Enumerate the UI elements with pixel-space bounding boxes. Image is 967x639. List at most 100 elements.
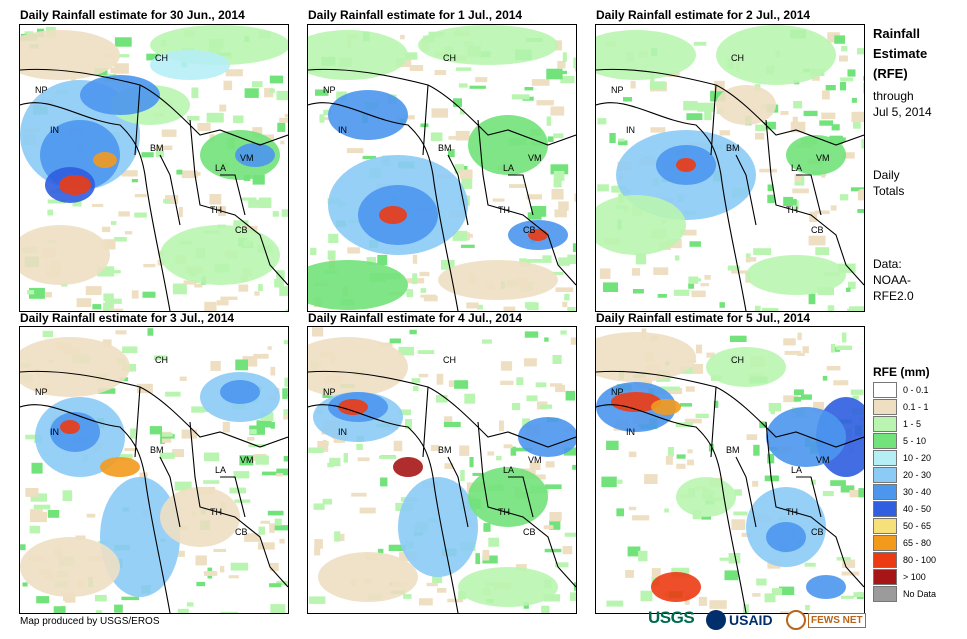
rain-cell <box>476 304 483 310</box>
country-label-th: TH <box>786 205 798 215</box>
rainfall-field <box>20 25 288 311</box>
rain-cell <box>560 75 575 84</box>
rain-cell <box>531 79 550 86</box>
rain-cell <box>688 283 694 289</box>
rain-cell <box>810 479 816 485</box>
rain-cell <box>840 82 847 91</box>
rain-cell <box>535 382 547 388</box>
rain-cell <box>546 116 552 126</box>
country-label-cb: CB <box>811 225 824 235</box>
rain-cell <box>550 106 565 116</box>
rain-cell <box>783 338 796 346</box>
rain-cell <box>459 445 470 456</box>
country-label-vm: VM <box>240 153 254 163</box>
rain-cell <box>570 337 576 345</box>
rain-cell <box>853 592 864 598</box>
rain-cell <box>627 546 641 557</box>
rain-cell <box>553 178 562 188</box>
rain-cell <box>444 416 453 424</box>
rain-cell <box>531 474 546 480</box>
sidebar-date: Jul 5, 2014 <box>873 105 932 119</box>
country-borders <box>308 68 576 311</box>
rain-cell <box>315 89 329 96</box>
rain-cell <box>274 278 284 288</box>
rain-cell <box>253 353 269 359</box>
rain-cell <box>252 174 265 185</box>
rain-cell <box>398 409 411 416</box>
rain-cell <box>219 104 227 112</box>
rain-area <box>93 152 117 168</box>
rain-cell <box>734 489 742 496</box>
rain-cell <box>448 149 455 158</box>
rain-cell <box>121 170 138 177</box>
rain-cell <box>118 211 130 217</box>
rain-cell <box>274 525 288 531</box>
country-label-bm: BM <box>438 445 452 455</box>
rain-cell <box>691 290 706 298</box>
rain-cell <box>283 409 288 417</box>
rain-cell <box>849 490 862 498</box>
rain-cell <box>492 198 505 202</box>
rain-cell <box>258 542 275 550</box>
rain-cell <box>808 235 826 246</box>
rain-cell <box>238 284 249 292</box>
rain-cell <box>172 283 187 295</box>
rain-cell <box>606 600 624 607</box>
rain-cell <box>461 244 475 248</box>
country-label-la: LA <box>215 163 227 173</box>
rain-cell <box>611 186 627 193</box>
rain-cell <box>572 243 576 252</box>
rain-cell <box>754 305 761 311</box>
rain-cell <box>388 544 406 551</box>
rain-cell <box>216 300 229 306</box>
rain-cell <box>640 590 653 602</box>
rain-cell <box>423 295 438 302</box>
country-label-bm: BM <box>726 445 740 455</box>
rain-cell <box>287 396 288 402</box>
country-label-in: IN <box>626 427 635 437</box>
rain-cell <box>130 428 137 439</box>
rain-cell <box>526 395 538 402</box>
rain-cell <box>258 526 265 535</box>
rain-cell <box>197 123 211 131</box>
rain-cell <box>174 481 192 491</box>
rain-cell <box>254 291 260 296</box>
rain-cell <box>329 457 341 467</box>
rain-cell <box>233 471 250 479</box>
country-label-vm: VM <box>816 153 830 163</box>
rain-cell <box>336 91 347 101</box>
rain-cell <box>630 80 636 89</box>
rain-area <box>716 85 776 125</box>
rain-cell <box>733 511 748 516</box>
rain-cell <box>458 590 466 600</box>
rain-cell <box>790 199 797 206</box>
rain-cell <box>768 403 781 412</box>
country-label-la: LA <box>791 465 803 475</box>
country-label-vm: VM <box>528 153 542 163</box>
rain-cell <box>562 70 567 75</box>
rain-cell <box>618 138 625 142</box>
country-label-la: LA <box>503 465 515 475</box>
rain-cell <box>244 88 259 98</box>
rain-area <box>379 206 407 224</box>
rain-cell <box>794 389 804 395</box>
rain-cell <box>727 265 740 271</box>
rain-cell <box>91 203 104 207</box>
rain-cell <box>524 358 537 367</box>
rain-cell <box>840 595 854 599</box>
sidebar-title-line1: Rainfall <box>873 26 920 41</box>
rain-cell <box>319 114 325 123</box>
legend-swatch <box>873 416 897 432</box>
rain-cell <box>314 546 321 556</box>
legend-item: 20 - 30 <box>873 467 931 483</box>
rain-cell <box>815 247 830 255</box>
rain-cell <box>524 259 543 263</box>
rain-cell <box>86 513 96 518</box>
rain-cell <box>724 570 739 581</box>
rain-cell <box>570 592 576 601</box>
rain-cell <box>309 596 326 604</box>
legend-item: 50 - 65 <box>873 518 931 534</box>
rain-cell <box>203 480 220 484</box>
rain-cell <box>458 83 468 88</box>
rain-cell <box>719 557 733 561</box>
